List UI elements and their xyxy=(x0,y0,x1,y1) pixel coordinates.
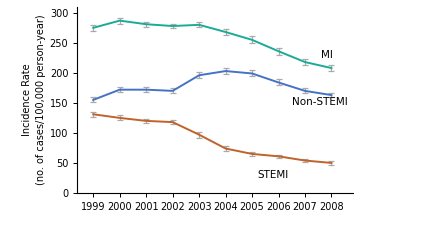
Text: STEMI: STEMI xyxy=(257,170,289,180)
Text: MI: MI xyxy=(321,50,333,60)
Text: Non-STEMI: Non-STEMI xyxy=(292,97,347,107)
Y-axis label: Incidence Rate
(no. of cases/100,000 person-year): Incidence Rate (no. of cases/100,000 per… xyxy=(22,15,46,185)
